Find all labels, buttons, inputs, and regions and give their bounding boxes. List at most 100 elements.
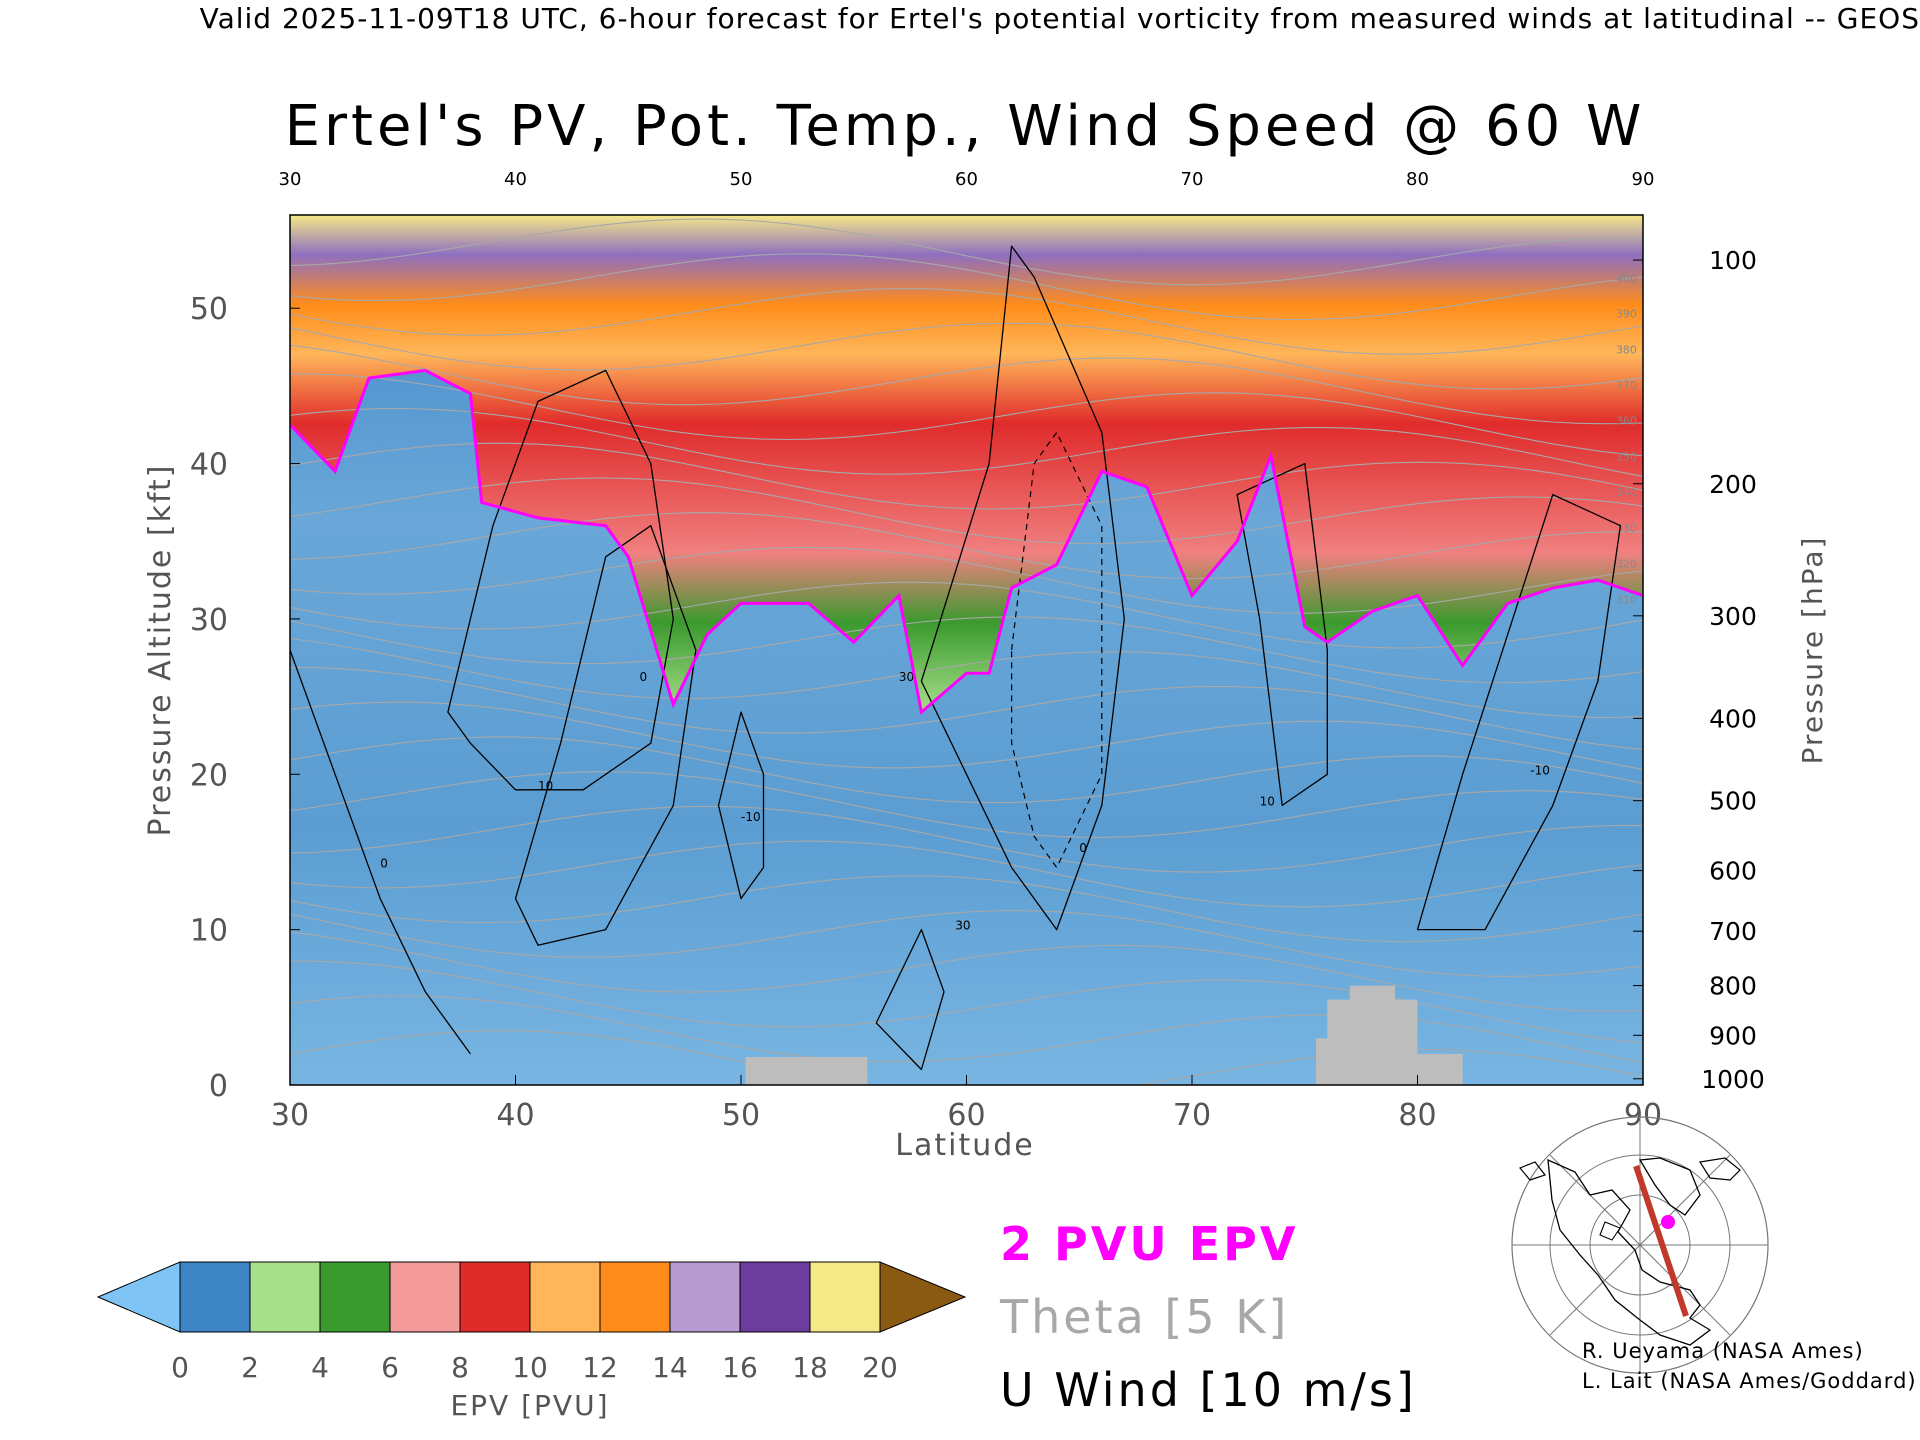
u-wind-label: -10: [1530, 763, 1550, 777]
y-right-tick-label: 600: [1709, 857, 1757, 886]
colorbar-segment: [179, 1261, 251, 1333]
theta-contour-line: [290, 288, 1643, 355]
theta-contour-line: [290, 546, 1643, 614]
theta-contour-line: [290, 805, 1643, 873]
theta-contour-line: [290, 253, 1643, 321]
credit-line-2: L. Lait (NASA Ames/Goddard): [1582, 1369, 1917, 1393]
y-left-tick-label: 40: [190, 448, 228, 483]
u-wind-label: 0: [380, 857, 388, 871]
y-left-tick-label: 10: [190, 914, 228, 949]
theta-label: 340: [1616, 486, 1637, 499]
colorbar-tick-label: 18: [792, 1351, 828, 1384]
u-wind-label: 10: [1260, 794, 1275, 808]
colorbar-segment: [809, 1261, 881, 1333]
x-top-tick-label: 60: [955, 169, 978, 190]
theta-label: 380: [1616, 343, 1637, 356]
x-axis-label: Latitude: [895, 1128, 1034, 1163]
x-tick-label: 50: [722, 1098, 760, 1133]
y-right-tick-label: 200: [1709, 470, 1757, 499]
colorbar-tick-label: 16: [722, 1351, 758, 1384]
theta-contour-line: [290, 218, 1643, 286]
x-top-tick-label: 50: [730, 169, 753, 190]
theta-contour-line: [290, 875, 1643, 943]
colorbar-segment: [389, 1261, 461, 1333]
u-wind-contour: [1236, 462, 1328, 807]
forecast-valid-header: Valid 2025-11-09T18 UTC, 6-hour forecast…: [200, 2, 1920, 35]
stratosphere-field: [290, 215, 1643, 713]
theta-label: 310: [1616, 593, 1637, 606]
y-axis-left: 0 10 20 30 40 50: [190, 292, 300, 1104]
y-axis-left-label: Pressure Altitude [kft]: [143, 464, 178, 837]
y-left-tick-label: 0: [209, 1069, 228, 1104]
u-wind-contour: [920, 245, 1125, 931]
y-left-tick-label: 50: [190, 292, 228, 327]
y-axis-right-label: Pressure [hPa]: [1796, 536, 1829, 765]
location-marker: [1661, 1215, 1675, 1229]
x-tick-label: 60: [947, 1098, 985, 1133]
x-tick-label: 90: [1624, 1098, 1662, 1133]
x-top-tick-label: 40: [504, 169, 527, 190]
y-right-tick-label: 100: [1709, 246, 1757, 275]
theta-contour-line: [290, 840, 1643, 908]
x-top-tick-label: 70: [1181, 169, 1204, 190]
colorbar-segment: [599, 1261, 671, 1333]
colorbar: 0 2 4 6 8 10 12 14 16 18 20: [96, 1261, 967, 1384]
u-wind-label: 0: [1079, 841, 1087, 855]
y-left-tick-label: 30: [190, 603, 228, 638]
legend-u-wind: U Wind [10 m/s]: [1000, 1363, 1417, 1417]
theta-label: 320: [1616, 558, 1637, 571]
x-axis: 30 40 50 60 70 80 90: [271, 1075, 1662, 1133]
colorbar-tick-label: 6: [381, 1351, 399, 1384]
theta-contour-line: [290, 701, 1643, 771]
theta-contour-line: [290, 771, 1643, 838]
colorbar-tick-label: 20: [862, 1351, 898, 1384]
x-tick-label: 70: [1173, 1098, 1211, 1133]
u-wind-label: 0: [640, 670, 648, 684]
colorbar-tick-label: 0: [171, 1351, 189, 1384]
u-wind-contour: [1416, 493, 1622, 931]
colorbar-label: EPV [PVU]: [450, 1389, 609, 1422]
x-top-tick-label: 80: [1406, 169, 1429, 190]
u-wind-contour-negative: [1011, 431, 1103, 869]
y-axis-right: 100 200 300 400 500 600 700 800 900 1000: [1633, 246, 1765, 1094]
theta-contour-line: [290, 910, 1643, 977]
theta-label: 350: [1616, 450, 1637, 463]
y-right-tick-label: 500: [1709, 787, 1757, 816]
colorbar-tick-label: 4: [311, 1351, 329, 1384]
theta-contour-line: [290, 931, 1643, 1012]
y-left-tick-label: 20: [190, 758, 228, 793]
terrain-mask: [745, 985, 1463, 1085]
theta-contour-line: [290, 322, 1643, 390]
x-top-tick-label: 90: [1632, 169, 1655, 190]
theta-label: 390: [1616, 308, 1637, 321]
colorbar-segment: [529, 1261, 601, 1333]
x-tick-label: 40: [496, 1098, 534, 1133]
x-tick-label: 30: [271, 1098, 309, 1133]
legend-theta: Theta [5 K]: [999, 1290, 1289, 1344]
credit-line-1: R. Ueyama (NASA Ames): [1582, 1339, 1864, 1363]
colorbar-segment: [669, 1261, 741, 1333]
colorbar-tick-label: 10: [512, 1351, 548, 1384]
theta-contour-line: [290, 344, 1643, 425]
colorbar-over-triangle: [879, 1261, 967, 1333]
u-wind-label: 10: [538, 779, 553, 793]
y-right-tick-label: 300: [1709, 602, 1757, 631]
u-wind-contour: [717, 711, 765, 900]
inset-locator-map: [1511, 1116, 1769, 1374]
theta-label: 360: [1616, 415, 1637, 428]
theta-label: 370: [1616, 379, 1637, 392]
theta-contour-line: [290, 616, 1643, 684]
cross-section-track: [1633, 1165, 1689, 1317]
chart-title: Ertel's PV, Pot. Temp., Wind Speed @ 60 …: [285, 94, 1646, 159]
y-right-tick-label: 800: [1709, 972, 1757, 1001]
y-right-tick-label: 900: [1709, 1021, 1757, 1050]
legend-epv: 2 PVU EPV: [1000, 1217, 1298, 1271]
theta-label: 400: [1616, 272, 1637, 285]
terrain-block: [1316, 985, 1463, 1085]
colorbar-segment: [739, 1261, 811, 1333]
colorbar-segment: [319, 1261, 391, 1333]
u-wind-contour: [875, 928, 945, 1071]
y-right-tick-label: 700: [1709, 917, 1757, 946]
u-wind-label: 30: [899, 670, 914, 684]
